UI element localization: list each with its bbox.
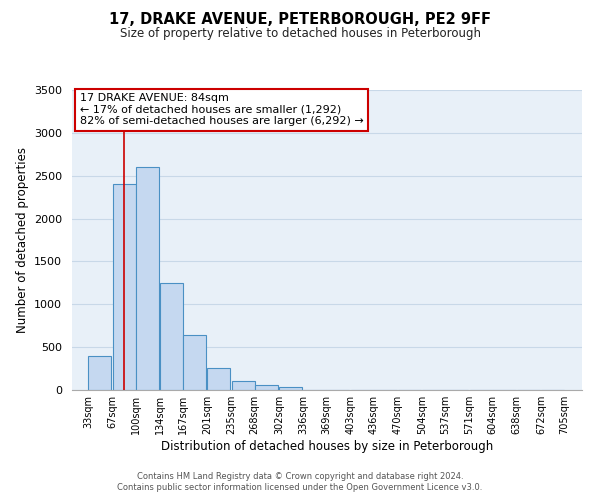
Bar [160, 283, 183, 390]
Text: Contains HM Land Registry data © Crown copyright and database right 2024.: Contains HM Land Registry data © Crown c… [137, 472, 463, 481]
Bar [136, 167, 159, 390]
Y-axis label: Number of detached properties: Number of detached properties [16, 147, 29, 333]
Bar [208, 368, 230, 390]
Bar [184, 335, 206, 390]
Bar [113, 184, 136, 390]
Bar [255, 386, 278, 390]
Bar [279, 386, 302, 390]
X-axis label: Distribution of detached houses by size in Peterborough: Distribution of detached houses by size … [161, 440, 493, 453]
Text: 17, DRAKE AVENUE, PETERBOROUGH, PE2 9FF: 17, DRAKE AVENUE, PETERBOROUGH, PE2 9FF [109, 12, 491, 28]
Text: Size of property relative to detached houses in Peterborough: Size of property relative to detached ho… [119, 28, 481, 40]
Bar [88, 356, 112, 390]
Text: 17 DRAKE AVENUE: 84sqm
← 17% of detached houses are smaller (1,292)
82% of semi-: 17 DRAKE AVENUE: 84sqm ← 17% of detached… [80, 93, 364, 126]
Bar [232, 380, 254, 390]
Text: Contains public sector information licensed under the Open Government Licence v3: Contains public sector information licen… [118, 484, 482, 492]
